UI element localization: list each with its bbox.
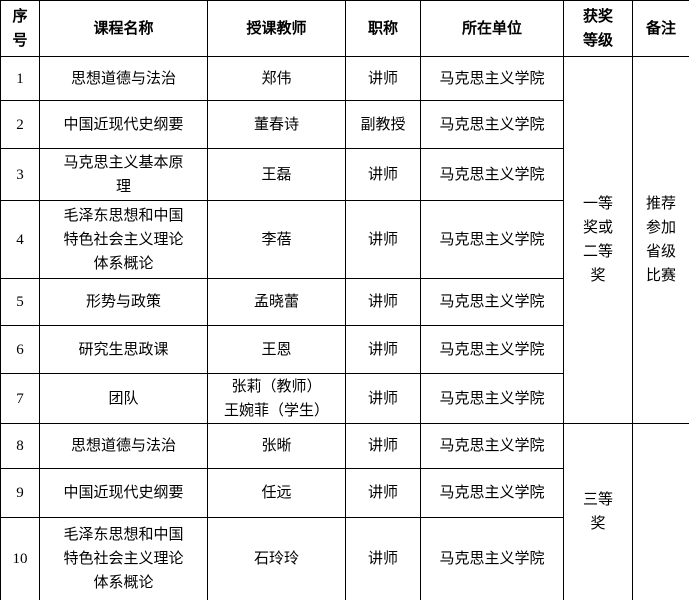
unit-cell: 马克思主义学院 (420, 517, 564, 600)
unit-cell: 马克思主义学院 (420, 325, 564, 374)
unit-cell: 马克思主义学院 (420, 100, 564, 149)
header-teacher: 授课教师 (207, 0, 346, 57)
table-row: 1 思想道德与法治 郑伟 讲师 马克思主义学院 一等 奖或 二等 奖 推荐 参加… (0, 56, 689, 424)
course-cell: 研究生思政课 (39, 325, 208, 374)
header-row: 序 号 课程名称 授课教师 职称 所在单位 获奖 等级 备注 (0, 0, 689, 57)
serial-cell: 3 (0, 148, 40, 201)
award-level-cell-group-2: 三等 奖 (563, 423, 633, 600)
serial-cell: 8 (0, 423, 40, 469)
title-cell: 讲师 (345, 148, 421, 201)
serial-cell: 7 (0, 373, 40, 424)
header-unit: 所在单位 (420, 0, 564, 57)
course-cell: 马克思主义基本原 理 (39, 148, 208, 201)
serial-cell: 6 (0, 325, 40, 374)
serial-cell: 1 (0, 56, 40, 101)
table-row: 10 毛泽东思想和中国 特色社会主义理论 体系概论 石玲玲 讲师 马克思主义学院 (0, 517, 689, 600)
teacher-cell: 张莉（教师） 王婉菲（学生） (207, 373, 346, 424)
header-course-name: 课程名称 (39, 0, 208, 57)
serial-cell: 9 (0, 468, 40, 518)
course-cell: 团队 (39, 373, 208, 424)
unit-cell: 马克思主义学院 (420, 423, 564, 469)
serial-cell: 10 (0, 517, 40, 600)
table-row: 5 形势与政策 孟晓蕾 讲师 马克思主义学院 (0, 278, 689, 326)
header-remark: 备注 (632, 0, 689, 57)
course-cell: 中国近现代史纲要 (39, 100, 208, 149)
table-row: 4 毛泽东思想和中国 特色社会主义理论 体系概论 李蓓 讲师 马克思主义学院 (0, 200, 689, 279)
teacher-cell: 郑伟 (207, 56, 346, 101)
title-cell: 讲师 (345, 423, 421, 469)
course-cell: 中国近现代史纲要 (39, 468, 208, 518)
award-level-cell-group-1: 一等 奖或 二等 奖 (563, 56, 633, 424)
unit-cell: 马克思主义学院 (420, 373, 564, 424)
title-cell: 讲师 (345, 468, 421, 518)
course-cell: 思想道德与法治 (39, 423, 208, 469)
teacher-cell: 李蓓 (207, 200, 346, 279)
table-row: 2 中国近现代史纲要 董春诗 副教授 马克思主义学院 (0, 100, 689, 149)
teacher-cell: 任远 (207, 468, 346, 518)
table-row: 3 马克思主义基本原 理 王磊 讲师 马克思主义学院 (0, 148, 689, 201)
teacher-cell: 王恩 (207, 325, 346, 374)
header-title: 职称 (345, 0, 421, 57)
remark-cell-group-1: 推荐 参加 省级 比赛 (632, 56, 689, 424)
unit-cell: 马克思主义学院 (420, 468, 564, 518)
unit-cell: 马克思主义学院 (420, 278, 564, 326)
title-cell: 讲师 (345, 325, 421, 374)
serial-cell: 5 (0, 278, 40, 326)
header-award-level: 获奖 等级 (563, 0, 633, 57)
teacher-cell: 石玲玲 (207, 517, 346, 600)
unit-cell: 马克思主义学院 (420, 148, 564, 201)
course-cell: 毛泽东思想和中国 特色社会主义理论 体系概论 (39, 200, 208, 279)
remark-cell-group-2 (632, 423, 689, 600)
title-cell: 讲师 (345, 200, 421, 279)
teacher-cell: 董春诗 (207, 100, 346, 149)
course-cell: 形势与政策 (39, 278, 208, 326)
teacher-cell: 孟晓蕾 (207, 278, 346, 326)
table-row: 9 中国近现代史纲要 任远 讲师 马克思主义学院 (0, 468, 689, 518)
table-row: 7 团队 张莉（教师） 王婉菲（学生） 讲师 马克思主义学院 (0, 373, 689, 424)
title-cell: 讲师 (345, 517, 421, 600)
title-cell: 讲师 (345, 56, 421, 101)
title-cell: 讲师 (345, 278, 421, 326)
table-row: 8 思想道德与法治 张晰 讲师 马克思主义学院 三等 奖 (0, 423, 689, 600)
course-cell: 思想道德与法治 (39, 56, 208, 101)
unit-cell: 马克思主义学院 (420, 56, 564, 101)
serial-cell: 4 (0, 200, 40, 279)
teacher-cell: 张晰 (207, 423, 346, 469)
title-cell: 副教授 (345, 100, 421, 149)
teacher-cell: 王磊 (207, 148, 346, 201)
table-row: 6 研究生思政课 王恩 讲师 马克思主义学院 (0, 325, 689, 374)
title-cell: 讲师 (345, 373, 421, 424)
unit-cell: 马克思主义学院 (420, 200, 564, 279)
header-serial: 序 号 (0, 0, 40, 57)
serial-cell: 2 (0, 100, 40, 149)
course-cell: 毛泽东思想和中国 特色社会主义理论 体系概论 (39, 517, 208, 600)
